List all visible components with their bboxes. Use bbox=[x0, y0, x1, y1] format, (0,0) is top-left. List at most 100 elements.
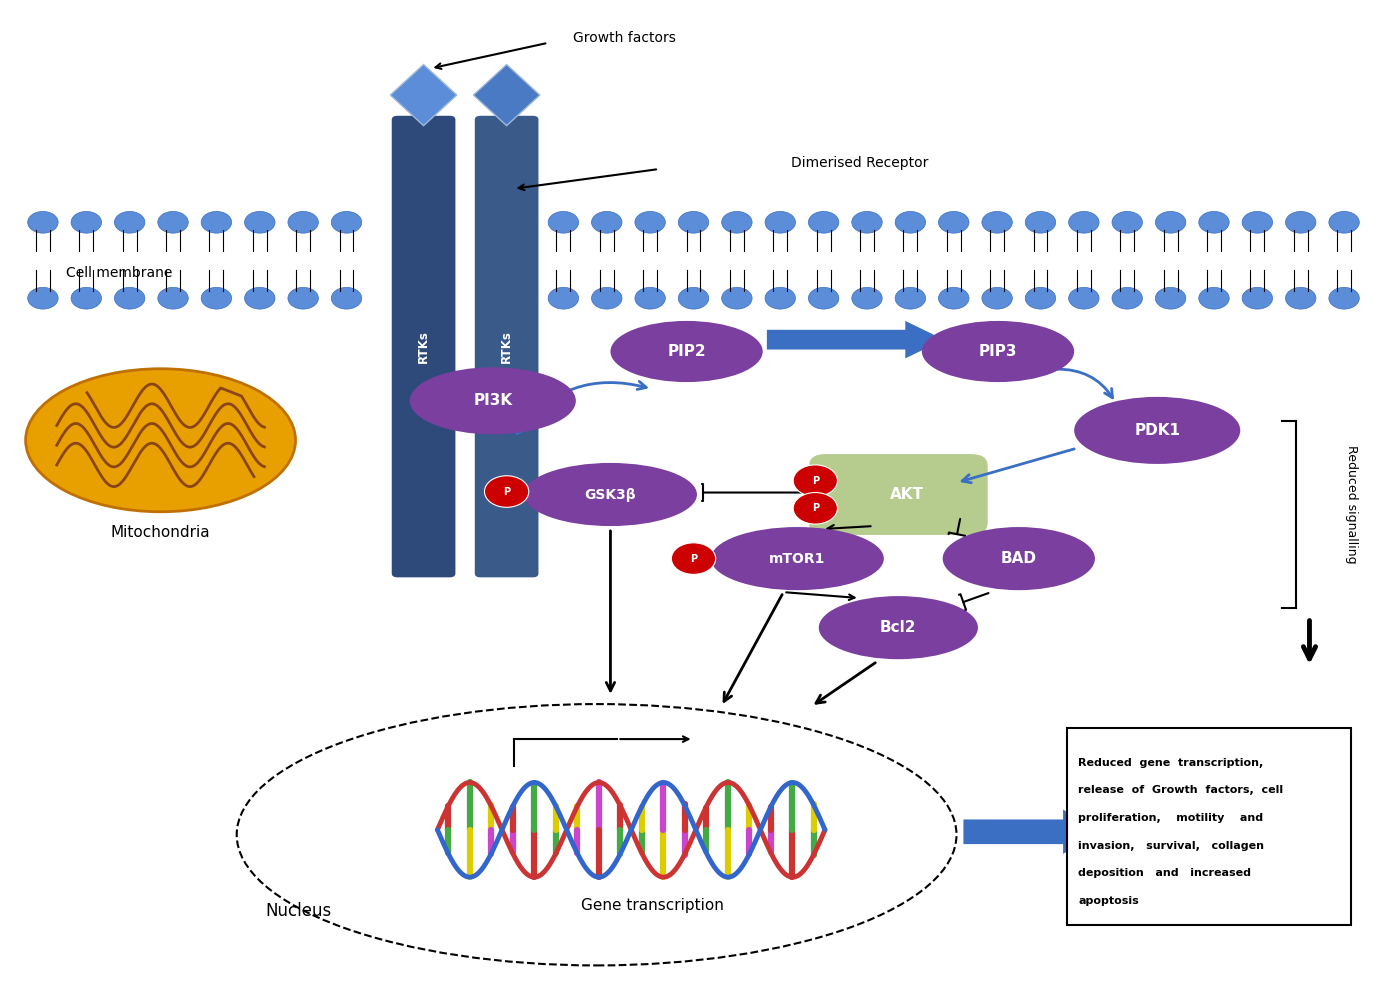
Text: Dimerised Receptor: Dimerised Receptor bbox=[791, 156, 928, 170]
Text: GSK3β: GSK3β bbox=[585, 488, 637, 501]
FancyBboxPatch shape bbox=[474, 116, 538, 578]
Ellipse shape bbox=[409, 367, 576, 434]
Text: Reduced  gene  transcription,: Reduced gene transcription, bbox=[1078, 758, 1264, 767]
Text: Mitochondria: Mitochondria bbox=[111, 525, 211, 540]
Circle shape bbox=[1329, 212, 1359, 233]
Text: PDK1: PDK1 bbox=[1135, 423, 1180, 438]
Circle shape bbox=[71, 288, 101, 310]
Text: PI3K: PI3K bbox=[473, 394, 512, 408]
Text: PIP3: PIP3 bbox=[979, 344, 1017, 359]
Circle shape bbox=[635, 288, 666, 310]
Circle shape bbox=[671, 543, 716, 575]
Text: Growth factors: Growth factors bbox=[573, 31, 675, 45]
Text: deposition   and   increased: deposition and increased bbox=[1078, 868, 1251, 878]
Text: P: P bbox=[811, 503, 818, 513]
Circle shape bbox=[721, 212, 752, 233]
Circle shape bbox=[71, 212, 101, 233]
Circle shape bbox=[1068, 288, 1099, 310]
Circle shape bbox=[1068, 212, 1099, 233]
Circle shape bbox=[244, 288, 275, 310]
Circle shape bbox=[895, 212, 925, 233]
Text: P: P bbox=[689, 554, 698, 564]
Text: P: P bbox=[811, 476, 818, 486]
Text: BAD: BAD bbox=[1001, 551, 1037, 566]
Circle shape bbox=[201, 212, 232, 233]
Circle shape bbox=[1112, 288, 1143, 310]
Circle shape bbox=[939, 212, 970, 233]
Text: Reduced signalling: Reduced signalling bbox=[1344, 445, 1358, 564]
Circle shape bbox=[1155, 212, 1186, 233]
Circle shape bbox=[1243, 212, 1272, 233]
Text: Gene transcription: Gene transcription bbox=[581, 898, 724, 913]
Circle shape bbox=[766, 212, 796, 233]
Circle shape bbox=[1025, 288, 1056, 310]
Text: Bcl2: Bcl2 bbox=[881, 620, 917, 635]
Polygon shape bbox=[473, 64, 540, 126]
Text: proliferation,    motility    and: proliferation, motility and bbox=[1078, 813, 1264, 823]
Polygon shape bbox=[390, 64, 456, 126]
Ellipse shape bbox=[818, 596, 978, 660]
Circle shape bbox=[1155, 288, 1186, 310]
Circle shape bbox=[288, 212, 319, 233]
Text: Cell membrane: Cell membrane bbox=[65, 266, 172, 280]
Circle shape bbox=[244, 212, 275, 233]
Circle shape bbox=[793, 493, 838, 524]
Circle shape bbox=[201, 288, 232, 310]
Ellipse shape bbox=[524, 463, 696, 526]
Circle shape bbox=[721, 288, 752, 310]
Circle shape bbox=[766, 288, 796, 310]
Circle shape bbox=[115, 288, 144, 310]
Circle shape bbox=[982, 288, 1013, 310]
Circle shape bbox=[115, 212, 144, 233]
Ellipse shape bbox=[1074, 397, 1240, 464]
FancyBboxPatch shape bbox=[809, 454, 988, 535]
Circle shape bbox=[591, 212, 621, 233]
Circle shape bbox=[678, 288, 709, 310]
Circle shape bbox=[28, 288, 58, 310]
Circle shape bbox=[1286, 212, 1316, 233]
Text: Nucleus: Nucleus bbox=[266, 902, 331, 920]
Circle shape bbox=[939, 288, 970, 310]
Circle shape bbox=[678, 212, 709, 233]
Text: release  of  Growth  factors,  cell: release of Growth factors, cell bbox=[1078, 785, 1283, 795]
Text: PIP2: PIP2 bbox=[667, 344, 706, 359]
FancyBboxPatch shape bbox=[1067, 728, 1351, 926]
Ellipse shape bbox=[25, 369, 295, 511]
Ellipse shape bbox=[710, 527, 884, 590]
Circle shape bbox=[982, 212, 1013, 233]
Circle shape bbox=[1198, 212, 1229, 233]
Text: RTKs: RTKs bbox=[501, 330, 513, 363]
Circle shape bbox=[1243, 288, 1272, 310]
Circle shape bbox=[591, 288, 621, 310]
FancyArrow shape bbox=[964, 810, 1097, 854]
Circle shape bbox=[331, 212, 362, 233]
Text: invasion,   survival,   collagen: invasion, survival, collagen bbox=[1078, 841, 1265, 851]
Circle shape bbox=[1286, 288, 1316, 310]
Ellipse shape bbox=[922, 320, 1074, 382]
Circle shape bbox=[852, 212, 882, 233]
Circle shape bbox=[809, 212, 839, 233]
Circle shape bbox=[158, 288, 189, 310]
Circle shape bbox=[28, 212, 58, 233]
Ellipse shape bbox=[943, 527, 1094, 590]
Circle shape bbox=[484, 476, 528, 507]
FancyBboxPatch shape bbox=[391, 116, 455, 578]
Circle shape bbox=[1112, 212, 1143, 233]
Circle shape bbox=[548, 212, 578, 233]
Text: RTKs: RTKs bbox=[417, 330, 430, 363]
Text: P: P bbox=[503, 487, 510, 496]
Circle shape bbox=[1329, 288, 1359, 310]
Circle shape bbox=[895, 288, 925, 310]
Circle shape bbox=[1025, 212, 1056, 233]
Circle shape bbox=[158, 212, 189, 233]
Circle shape bbox=[548, 288, 578, 310]
Circle shape bbox=[331, 288, 362, 310]
Text: apoptosis: apoptosis bbox=[1078, 896, 1139, 906]
FancyArrow shape bbox=[767, 320, 945, 358]
Text: mTOR1: mTOR1 bbox=[770, 552, 825, 566]
Ellipse shape bbox=[610, 320, 763, 382]
Text: AKT: AKT bbox=[889, 487, 924, 502]
Circle shape bbox=[288, 288, 319, 310]
Circle shape bbox=[635, 212, 666, 233]
Circle shape bbox=[809, 288, 839, 310]
